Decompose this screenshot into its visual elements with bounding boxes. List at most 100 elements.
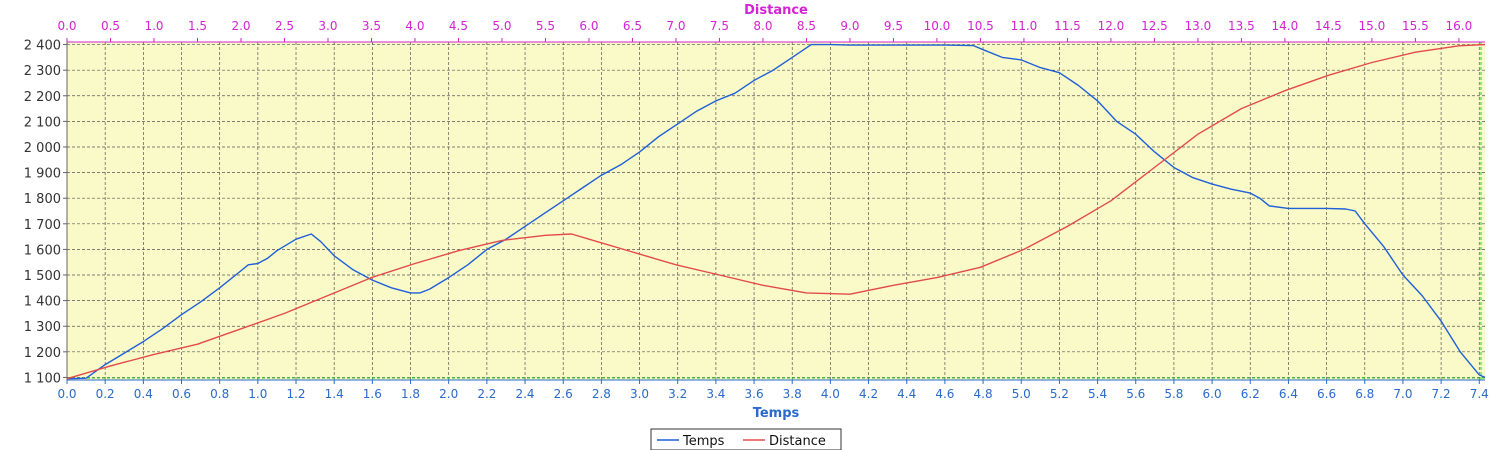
top-tick-label: 2.0 [231, 19, 250, 33]
top-tick-label: 11.0 [1011, 19, 1038, 33]
top-tick-label: 6.5 [623, 19, 642, 33]
series-line-distance [66, 43, 1486, 380]
top-tick-label: 15.5 [1402, 19, 1429, 33]
bottom-axis-ticks: 0.0 0.2 0.4 0.6 0.8 1.0 1.2 1.4 1.6 1.8 2.0 2.2 2.4 2… [57, 380, 1489, 401]
bottom-tick-label: 5.2 [1050, 387, 1069, 401]
y-axis-ticks: 1 100 1 200 1 300 1 400 1 500 1 600 1 700 1 800… [24, 39, 67, 386]
y-tick-label: 2 400 [24, 39, 61, 54]
top-tick-label: 3.5 [362, 19, 381, 33]
top-tick-label: 0.5 [101, 19, 120, 33]
y-tick-label: 1 600 [24, 243, 61, 258]
bottom-tick-label: 4.2 [859, 387, 878, 401]
bottom-tick-label: 5.4 [1088, 387, 1107, 401]
top-tick-label: 12.0 [1098, 19, 1125, 33]
top-tick-label: 5.0 [492, 19, 511, 33]
top-tick-label: 9.0 [840, 19, 859, 33]
bottom-tick-label: 4.4 [897, 387, 916, 401]
top-tick-label: 13.5 [1228, 19, 1255, 33]
bottom-tick-label: 1.0 [248, 387, 267, 401]
bottom-tick-label: 4.8 [974, 387, 993, 401]
plot-area [67, 42, 1485, 380]
bottom-tick-label: 2.4 [515, 387, 534, 401]
top-tick-label: 16.0 [1446, 19, 1473, 33]
top-tick-label: 6.0 [579, 19, 598, 33]
bottom-tick-label: 5.0 [1012, 387, 1031, 401]
top-tick-label: 5.5 [536, 19, 555, 33]
bottom-tick-label: 0.0 [57, 387, 76, 401]
y-tick-label: 1 400 [24, 295, 61, 310]
top-tick-label: 10.0 [924, 19, 951, 33]
legend: Temps Distance [650, 428, 842, 450]
bottom-tick-label: 7.2 [1432, 387, 1451, 401]
y-tick-label: 1 800 [24, 192, 61, 207]
bottom-tick-label: 0.8 [210, 387, 229, 401]
top-tick-label: 8.0 [753, 19, 772, 33]
bottom-tick-label: 3.8 [783, 387, 802, 401]
top-tick-label: 4.5 [449, 19, 468, 33]
top-tick-label: 7.5 [710, 19, 729, 33]
bottom-tick-label: 3.2 [668, 387, 687, 401]
bottom-tick-label: 4.6 [935, 387, 954, 401]
bottom-tick-label: 2.0 [439, 387, 458, 401]
bottom-tick-label: 2.2 [477, 387, 496, 401]
top-axis-title: Distance [744, 3, 808, 18]
y-tick-label: 1 700 [24, 218, 61, 233]
series-line-temps [66, 43, 1486, 380]
bottom-tick-label: 2.8 [592, 387, 611, 401]
bottom-tick-label: 0.4 [134, 387, 153, 401]
top-tick-label: 4.0 [405, 19, 424, 33]
top-axis-ticks: 0.0 0.5 1.0 1.5 2.0 2.5 3.0 3.5 4.0 4.5 5.0 5.5 6.0 6… [57, 19, 1472, 42]
top-tick-label: 3.0 [318, 19, 337, 33]
y-tick-label: 2 300 [24, 64, 61, 79]
y-tick-label: 1 100 [24, 371, 61, 386]
grid-lines [66, 42, 1485, 380]
top-tick-label: 7.0 [666, 19, 685, 33]
bottom-tick-label: 3.0 [630, 387, 649, 401]
bottom-tick-label: 1.6 [363, 387, 382, 401]
y-tick-label: 2 200 [24, 90, 61, 105]
bottom-tick-label: 3.6 [745, 387, 764, 401]
bottom-tick-label: 5.6 [1126, 387, 1145, 401]
legend-label: Temps [682, 434, 725, 449]
bottom-tick-label: 6.8 [1355, 387, 1374, 401]
y-tick-label: 1 300 [24, 320, 61, 335]
legend-label: Distance [769, 434, 826, 449]
top-tick-label: 13.0 [1185, 19, 1212, 33]
top-tick-label: 1.5 [188, 19, 207, 33]
bottom-tick-label: 1.4 [325, 387, 344, 401]
bottom-tick-label: 6.4 [1279, 387, 1298, 401]
top-tick-label: 9.5 [884, 19, 903, 33]
bottom-tick-label: 6.0 [1203, 387, 1222, 401]
bottom-tick-label: 1.8 [401, 387, 420, 401]
y-tick-label: 1 500 [24, 269, 61, 284]
top-tick-label: 11.5 [1054, 19, 1081, 33]
y-tick-label: 2 100 [24, 115, 61, 130]
top-tick-label: 8.5 [797, 19, 816, 33]
bottom-tick-label: 1.2 [286, 387, 305, 401]
bottom-tick-label: 7.4 [1470, 387, 1489, 401]
y-tick-label: 2 000 [24, 141, 61, 156]
top-tick-label: 0.0 [57, 19, 76, 33]
bottom-tick-label: 6.6 [1317, 387, 1336, 401]
bottom-tick-label: 7.0 [1393, 387, 1412, 401]
bottom-tick-label: 0.6 [172, 387, 191, 401]
top-tick-label: 14.0 [1272, 19, 1299, 33]
y-tick-label: 1 200 [24, 346, 61, 361]
bottom-tick-label: 4.0 [821, 387, 840, 401]
top-tick-label: 10.5 [967, 19, 994, 33]
bottom-tick-label: 6.2 [1241, 387, 1260, 401]
bottom-tick-label: 2.6 [554, 387, 573, 401]
top-tick-label: 15.0 [1359, 19, 1386, 33]
top-tick-label: 14.5 [1315, 19, 1342, 33]
axes [66, 41, 1485, 381]
top-tick-label: 2.5 [275, 19, 294, 33]
series-lines [66, 43, 1486, 380]
top-tick-label: 1.0 [144, 19, 163, 33]
bottom-axis-title: Temps [753, 406, 800, 421]
bottom-tick-label: 5.8 [1164, 387, 1183, 401]
y-tick-label: 1 900 [24, 167, 61, 182]
bottom-tick-label: 3.4 [706, 387, 725, 401]
bottom-tick-label: 0.2 [96, 387, 115, 401]
top-tick-label: 12.5 [1141, 19, 1168, 33]
